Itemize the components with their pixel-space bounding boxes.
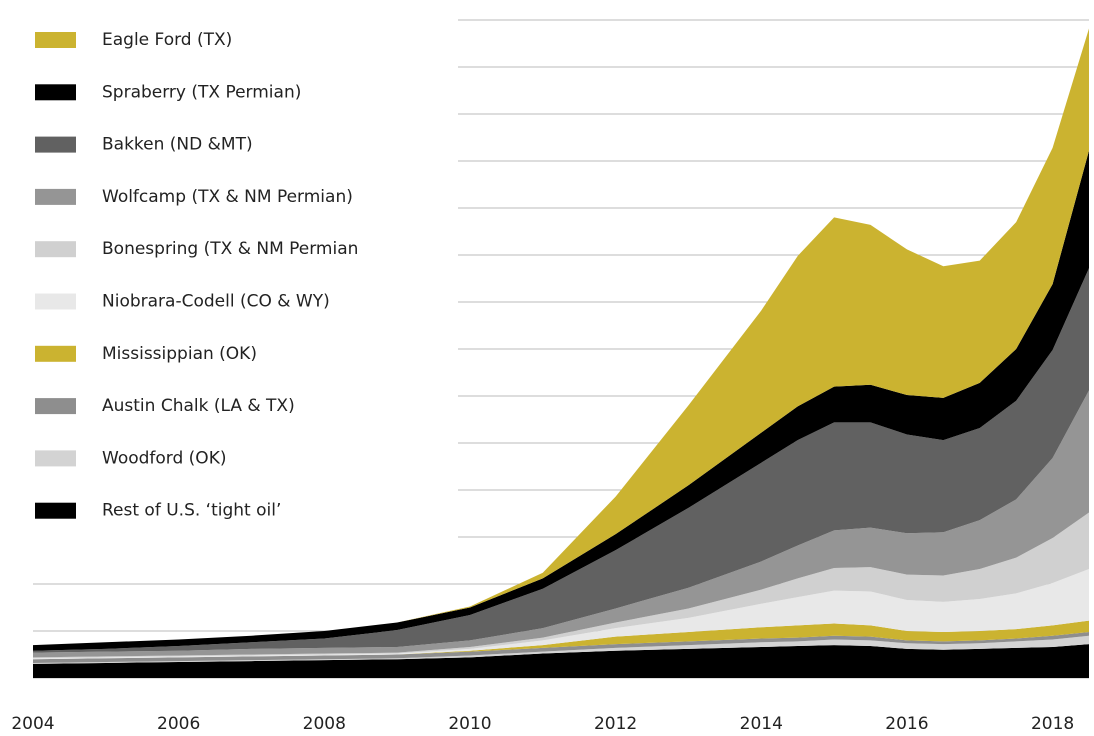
legend-swatch: [35, 502, 76, 519]
legend-label: Rest of U.S. ‘tight oil’: [102, 501, 281, 521]
x-tick-label: 2010: [448, 714, 491, 734]
legend-swatch: [35, 293, 76, 310]
area: [33, 512, 1089, 659]
legend-label: Wolfcamp (TX & NM Permian): [102, 187, 353, 207]
legend-label: Bakken (ND &MT): [102, 135, 253, 155]
legend-label: Eagle Ford (TX): [102, 30, 232, 50]
x-tick-label: 2012: [594, 714, 637, 734]
legend-swatch: [35, 345, 76, 362]
area: [33, 644, 1089, 678]
area: [33, 568, 1089, 660]
legend-swatch: [35, 188, 76, 205]
legend-label: Austin Chalk (LA & TX): [102, 396, 295, 416]
legend-swatch: [35, 450, 76, 467]
legend-swatch: [35, 241, 76, 258]
x-tick-label: 2004: [11, 714, 54, 734]
legend-swatch: [35, 84, 76, 101]
x-tick-label: 2014: [740, 714, 783, 734]
legend-label: Niobrara-Codell (CO & WY): [102, 292, 330, 312]
area: [33, 620, 1089, 660]
area: [33, 268, 1089, 653]
x-tick-label: 2008: [303, 714, 346, 734]
legend-label: Mississippian (OK): [102, 344, 257, 364]
legend-label: Bonespring (TX & NM Permian: [102, 239, 358, 259]
legend-swatch: [35, 32, 76, 48]
legend-swatch: [35, 136, 76, 153]
legend-label: Spraberry (TX Permian): [102, 82, 301, 102]
area: [33, 150, 1089, 651]
area: [33, 28, 1089, 646]
area: [33, 631, 1089, 663]
x-tick-label: 2006: [157, 714, 200, 734]
area: [33, 635, 1089, 664]
legend-label: Woodford (OK): [102, 448, 226, 468]
x-tick-label: 2018: [1031, 714, 1074, 734]
x-tick-label: 2016: [885, 714, 928, 734]
legend-swatch: [35, 398, 76, 415]
